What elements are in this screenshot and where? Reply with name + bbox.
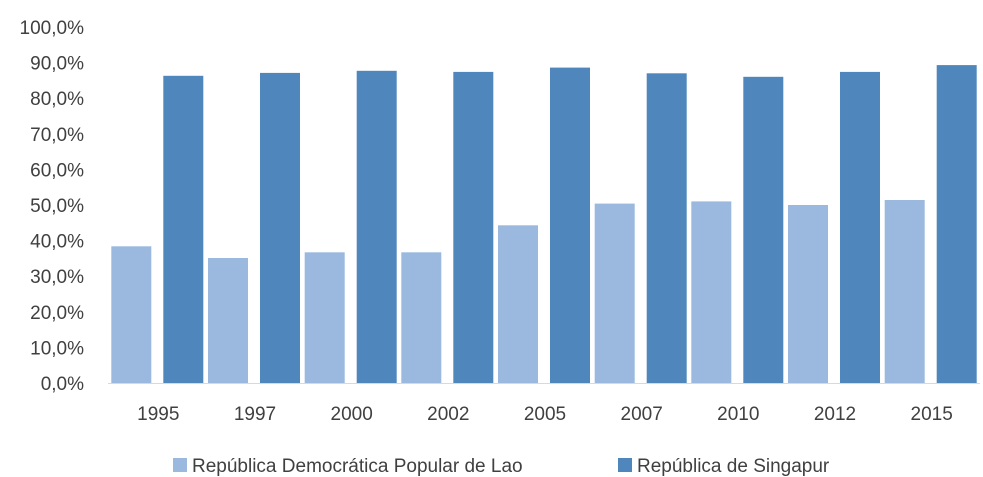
bar-singapur-2015 [936, 65, 977, 383]
bar-singapur-2012 [840, 71, 880, 384]
x-tick-label: 2005 [524, 404, 566, 425]
y-tick-label: 60,0% [30, 160, 84, 181]
bar-lao-2012 [788, 205, 828, 383]
bars-group [111, 65, 977, 384]
bar-singapur-1997 [260, 72, 300, 384]
bar-lao-2005 [498, 225, 538, 383]
x-tick-label: 2012 [814, 404, 856, 425]
x-tick-label: 2000 [331, 404, 373, 425]
legend-swatch-lao [173, 458, 187, 472]
bar-singapur-2007 [646, 73, 687, 384]
bar-lao-1997 [208, 258, 248, 383]
x-tick-label: 2002 [427, 404, 469, 425]
bar-lao-2007 [594, 203, 635, 383]
legend: República Democrática Popular de Lao Repú… [173, 456, 830, 477]
bar-singapur-2010 [743, 76, 784, 384]
bar-lao-1995 [111, 246, 152, 383]
x-tick-label: 1995 [137, 404, 179, 425]
bar-singapur-2005 [550, 67, 590, 383]
y-tick-label: 30,0% [30, 267, 84, 288]
y-tick-label: 80,0% [30, 89, 84, 110]
y-tick-label: 40,0% [30, 232, 84, 253]
bar-singapur-2000 [356, 70, 397, 384]
bar-lao-2002 [401, 252, 442, 383]
bar-lao-2000 [304, 252, 345, 383]
x-tick-label: 2007 [621, 404, 663, 425]
bar-lao-2010 [691, 201, 732, 383]
y-tick-label: 100,0% [20, 18, 85, 39]
bar-lao-2015 [884, 200, 925, 383]
y-tick-label: 0,0% [41, 374, 84, 395]
x-tick-label: 2010 [717, 404, 759, 425]
y-tick-label: 20,0% [30, 303, 84, 324]
legend-swatch-singapur [618, 458, 632, 472]
y-tick-label: 90,0% [30, 54, 84, 75]
x-axis-tick-labels: 1995 1997 2000 2002 2005 2007 2010 2012 2015 [137, 404, 953, 425]
legend-label-lao: República Democrática Popular de Lao [192, 456, 523, 477]
bar-singapur-2002 [453, 71, 494, 384]
x-tick-label: 1997 [234, 404, 276, 425]
y-tick-label: 50,0% [30, 196, 84, 217]
y-tick-label: 10,0% [30, 338, 84, 359]
y-tick-label: 70,0% [30, 125, 84, 146]
y-axis-tick-labels: 0,0% 10,0% 20,0% 30,0% 40,0% 50,0% 60,0% 70,0% 8… [20, 18, 85, 395]
x-tick-label: 2015 [911, 404, 953, 425]
bar-singapur-1995 [163, 75, 204, 384]
legend-label-singapur: República de Singapur [637, 456, 830, 477]
